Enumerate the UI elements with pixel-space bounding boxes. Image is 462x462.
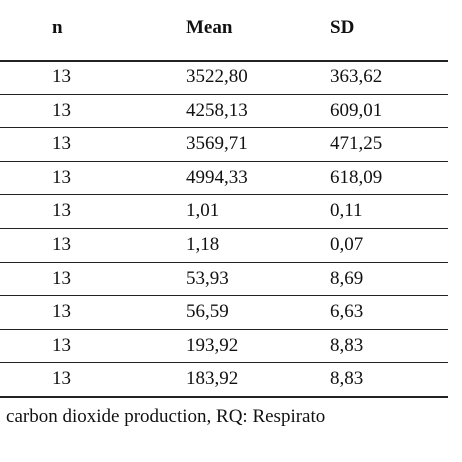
table-cell: 8,83	[330, 368, 364, 390]
table-cell: 8,69	[330, 267, 364, 289]
row-rule	[0, 127, 448, 129]
table-cell: 13	[52, 99, 71, 121]
table-cell: 13	[52, 368, 71, 390]
table-cell: 13	[52, 301, 71, 323]
row-rule	[0, 396, 448, 398]
table-cell: 1,01	[186, 200, 220, 222]
row-rule	[0, 328, 448, 330]
table-cell: 53,93	[186, 267, 229, 289]
table-cell: 0,07	[330, 234, 364, 255]
table-cell: 6,63	[330, 301, 364, 323]
row-rule	[0, 93, 448, 95]
table-cell: 0,11	[330, 200, 363, 222]
table-cell: 471,25	[330, 133, 383, 155]
table-cell: 13	[52, 166, 71, 188]
header-cell: SD	[330, 17, 355, 38]
row-rule	[0, 228, 448, 229]
row-rule	[0, 362, 448, 364]
table-cell: 183,92	[186, 368, 239, 390]
header-rule	[0, 60, 448, 62]
table-cell: 4258,13	[186, 99, 248, 121]
table-cell: 4994,33	[186, 166, 248, 188]
table-cell: 13	[52, 133, 71, 155]
header-cell: Mean	[186, 17, 233, 38]
table-cell: 13	[52, 267, 71, 289]
table-cell: 8,83	[330, 334, 364, 356]
row-rule	[0, 160, 448, 162]
table-cell: 3522,80	[186, 66, 248, 87]
table-cell: 1,18	[186, 234, 220, 255]
row-rule	[0, 295, 448, 297]
table-cell: 618,09	[330, 166, 383, 188]
table-cell: 193,92	[186, 334, 239, 356]
table-cell: 13	[52, 66, 71, 87]
row-rule	[0, 194, 448, 196]
table-cell: 609,01	[330, 99, 383, 121]
row-rule	[0, 261, 448, 263]
header-cell: n	[52, 17, 63, 38]
table-cell: 13	[52, 200, 71, 222]
table-cell: 363,62	[330, 66, 383, 87]
table-cell: 13	[52, 234, 71, 255]
footnote: : carbon dioxide production, RQ: Respira…	[0, 406, 326, 427]
table-cell: 13	[52, 334, 71, 356]
table-cell: 56,59	[186, 301, 229, 323]
table-cell: 3569,71	[186, 133, 248, 155]
